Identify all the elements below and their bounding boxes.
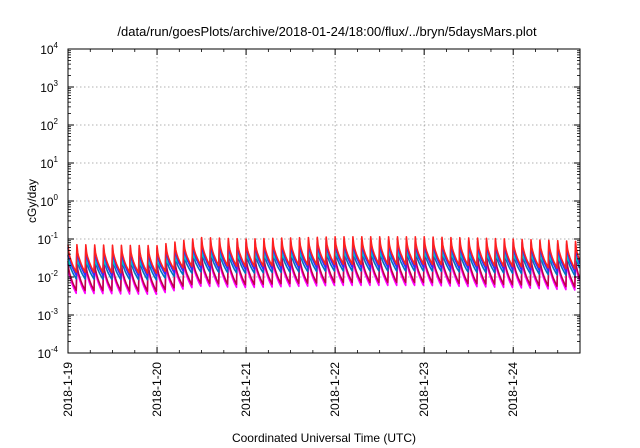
y-tick-label: 10-3 xyxy=(38,307,59,323)
series-line xyxy=(67,252,581,293)
y-tick-label: 101 xyxy=(40,155,58,171)
x-tick-label: 2018-1-19 xyxy=(61,362,75,417)
x-tick-label: 2018-1-22 xyxy=(328,362,342,417)
x-axis: 2018-1-19 2018-1-20 2018-1-21 2018-1-22 2018… xyxy=(61,49,559,417)
grid xyxy=(68,49,580,353)
x-axis-label: Coordinated Universal Time (UTC) xyxy=(232,431,416,445)
x-tick-label: 2018-1-24 xyxy=(506,362,520,417)
y-tick-label: 100 xyxy=(40,193,58,209)
x-tick-label: 2018-1-20 xyxy=(150,362,164,417)
y-tick-label: 104 xyxy=(40,41,58,57)
series-line xyxy=(67,238,581,278)
y-tick-label: 10-1 xyxy=(38,231,59,247)
x-tick-label: 2018-1-21 xyxy=(239,362,253,417)
series-group xyxy=(67,236,581,296)
series-line xyxy=(67,255,581,296)
y-tick-label: 10-2 xyxy=(38,269,59,285)
series-line xyxy=(67,246,581,281)
y-tick-label: 102 xyxy=(40,117,58,133)
y-axis: 10-4 10-3 10-2 10-1 100 101 102 103 104 xyxy=(38,41,580,361)
series-line xyxy=(67,236,581,275)
y-tick-label: 10-4 xyxy=(38,345,59,361)
y-axis-label: cGy/day xyxy=(25,179,39,223)
y-tick-label: 103 xyxy=(40,79,58,95)
x-tick-label: 2018-1-23 xyxy=(417,362,431,417)
chart-title: /data/run/goesPlots/archive/2018-01-24/1… xyxy=(117,24,537,39)
